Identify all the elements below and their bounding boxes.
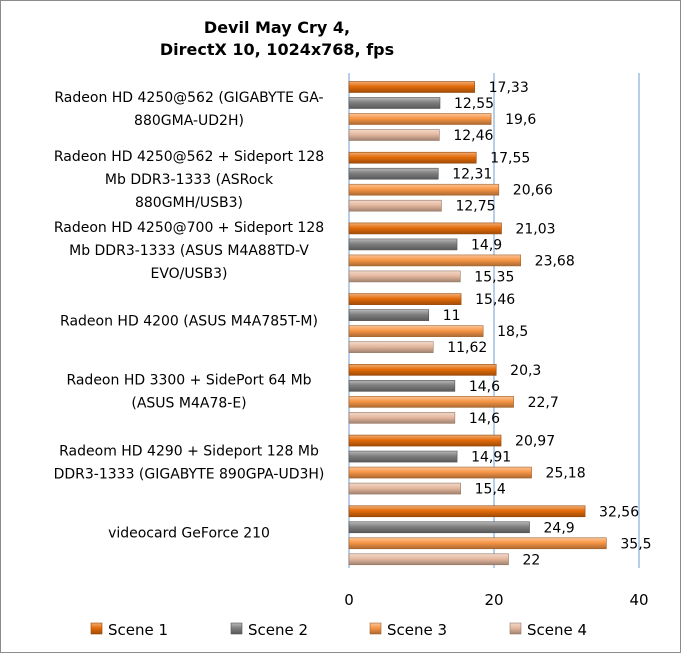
- bar-scene-3: [348, 254, 521, 267]
- category-label: 880GMH/USB3): [135, 195, 243, 211]
- legend-label: Scene 3: [387, 621, 447, 639]
- category-label: Radeon HD 4250@562 (GIGABYTE GA-: [54, 90, 323, 106]
- bar-scene-2: [348, 97, 441, 109]
- bar-scene-1: [348, 505, 586, 518]
- bar-scene-4: [348, 341, 434, 353]
- data-label: 12,75: [455, 199, 495, 215]
- bar-scene-4: [348, 553, 509, 566]
- bar-scene-4: [348, 412, 456, 424]
- bar-scene-4: [348, 129, 440, 141]
- legend-swatch: [369, 622, 382, 635]
- bar-scene-1: [348, 81, 475, 93]
- bar-scene-1: [348, 222, 502, 235]
- x-tick-label: 20: [484, 591, 503, 609]
- data-label: 15,4: [475, 482, 506, 498]
- category-label: Radeon HD 4250@700 + Sideport 128: [54, 220, 324, 236]
- bar-scene-2: [348, 521, 530, 534]
- legend-swatch: [509, 622, 522, 635]
- chart-title-line: DirectX 10, 1024x768, fps: [160, 40, 394, 59]
- category-label: (ASUS M4A78-E): [131, 396, 246, 412]
- bar-scene-2: [348, 450, 458, 463]
- legend-label: Scene 1: [108, 621, 168, 639]
- data-label: 11,62: [447, 340, 487, 356]
- chart-title-line: Devil May Cry 4,: [204, 18, 350, 37]
- category-label: 880GMA-UD2H): [134, 113, 244, 129]
- legend-label: Scene 2: [248, 621, 308, 639]
- category-label: Radeon HD 3300 + SidePort 64 Mb: [66, 373, 311, 389]
- category-label: Radeom HD 4290 + Sideport 128 Mb: [59, 443, 319, 459]
- bar-scene-2: [348, 380, 456, 392]
- data-label: 11: [443, 308, 461, 324]
- data-label: 20,66: [513, 183, 553, 199]
- data-label: 22: [523, 552, 541, 568]
- data-label: 20,97: [515, 434, 555, 450]
- data-label: 18,5: [497, 324, 528, 340]
- category-label: Mb DDR3-1333 (ASUS M4A88TD-V: [69, 243, 309, 259]
- bar-scene-3: [348, 183, 500, 196]
- bar-scene-1: [348, 293, 462, 305]
- bar-scene-3: [348, 325, 484, 337]
- data-label: 20,3: [510, 363, 541, 379]
- data-label: 25,18: [546, 466, 586, 482]
- x-tick-label: 0: [344, 591, 354, 609]
- data-label: 19,6: [505, 112, 536, 128]
- data-label: 21,03: [515, 221, 555, 237]
- bar-scene-3: [348, 537, 607, 550]
- bar-scene-3: [348, 396, 514, 408]
- data-label: 12,55: [454, 96, 494, 112]
- data-label: 15,46: [475, 292, 515, 308]
- bar-scene-1: [348, 151, 477, 164]
- bar-scene-3: [348, 113, 492, 125]
- category-labels: Radeon HD 4250@562 (GIGABYTE GA- 880GMA-U…: [54, 90, 325, 542]
- data-label: 12,46: [453, 128, 493, 144]
- bar-scene-2: [348, 167, 439, 180]
- data-label: 17,33: [489, 80, 529, 96]
- data-label: 17,55: [490, 151, 530, 167]
- data-label: 15,35: [474, 269, 514, 285]
- data-label: 14,91: [471, 450, 511, 466]
- category-label: videocard GeForce 210: [108, 526, 270, 542]
- data-label: 22,7: [528, 395, 559, 411]
- bar-scene-4: [348, 270, 461, 283]
- data-label: 14,9: [471, 237, 502, 253]
- category-label: DDR3-1333 (GIGABYTE 890GPA-UD3H): [54, 466, 325, 482]
- data-label: 35,5: [620, 536, 651, 552]
- legend: Scene 1 Scene 2 Scene 3 Scene 4: [90, 621, 587, 639]
- bar-scene-2: [348, 309, 430, 321]
- category-label: EVO/USB3): [150, 266, 227, 282]
- bar-scene-4: [348, 199, 442, 212]
- x-axis-ticks: 0 20 40: [344, 591, 648, 609]
- bar-scene-4: [348, 482, 461, 495]
- category-label: Radeon HD 4200 (ASUS M4A785T-M): [60, 314, 318, 330]
- data-label: 23,68: [535, 253, 575, 269]
- bar-scene-1: [348, 434, 502, 447]
- bar-scene-3: [348, 466, 532, 479]
- x-tick-label: 40: [629, 591, 648, 609]
- bar-scene-1: [348, 364, 497, 376]
- legend-swatch: [90, 622, 103, 635]
- legend-label: Scene 4: [527, 621, 587, 639]
- data-label: 12,31: [452, 167, 492, 183]
- category-label: Radeon HD 4250@562 + Sideport 128: [54, 149, 324, 165]
- data-label: 14,6: [469, 379, 500, 395]
- legend-swatch: [230, 622, 243, 635]
- bar-scene-2: [348, 238, 458, 251]
- category-label: Mb DDR3-1333 (ASRock: [105, 172, 274, 188]
- data-label: 32,56: [599, 504, 639, 520]
- data-label: 14,6: [469, 411, 500, 427]
- data-label: 24,9: [544, 520, 575, 536]
- chart-title: Devil May Cry 4, DirectX 10, 1024x768, fp…: [160, 18, 394, 59]
